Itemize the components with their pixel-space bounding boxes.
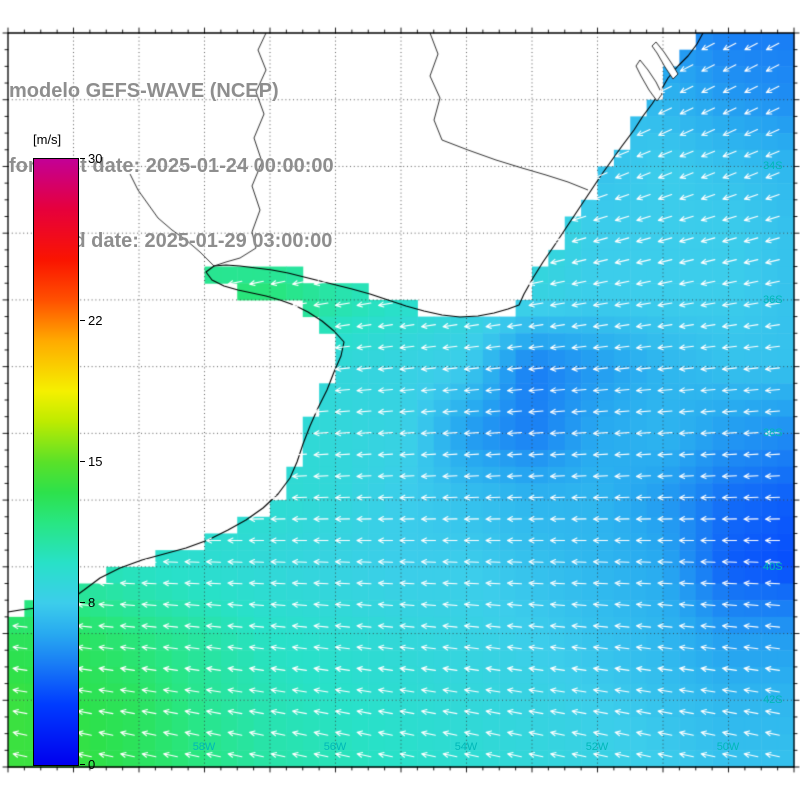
- colorbar-tick: [80, 461, 85, 462]
- colorbar-tick-label: 0: [88, 757, 96, 772]
- colorbar-tick: [80, 602, 85, 604]
- longitude-label: 54W: [454, 741, 478, 753]
- colorbar-tick-label: 30: [88, 151, 103, 166]
- longitude-label: 52W: [585, 741, 609, 753]
- colorbar: [m/s] 30 22 15 8 0: [33, 132, 153, 792]
- longitude-label: 50W: [716, 741, 740, 753]
- latitude-label: 34S: [763, 160, 783, 172]
- colorbar-tick-label: 8: [88, 595, 96, 611]
- colorbar-tick: [80, 158, 85, 159]
- colorbar-tick: [80, 319, 85, 321]
- colorbar-tick-label: 15: [88, 454, 103, 469]
- model-name: modelo GEFS-WAVE (NCEP): [9, 80, 279, 102]
- latitude-label: 36S: [763, 294, 783, 306]
- colorbar-gradient: [33, 158, 79, 766]
- colorbar-tick: [80, 764, 85, 765]
- longitude-label: 58W: [192, 741, 216, 753]
- forecast-date: forecast date: 2025-01-24 00:00:00: [9, 155, 334, 177]
- colorbar-unit-label: [m/s]: [33, 132, 62, 147]
- colorbar-tick-label: 22: [88, 312, 103, 328]
- latitude-label: 38S: [763, 427, 783, 439]
- longitude-label: 56W: [323, 741, 347, 753]
- latitude-label: 40S: [763, 561, 783, 573]
- map-title-block: modelo GEFS-WAVE (NCEP) forecast date: 2…: [9, 29, 334, 304]
- latitude-label: 42S: [763, 694, 783, 706]
